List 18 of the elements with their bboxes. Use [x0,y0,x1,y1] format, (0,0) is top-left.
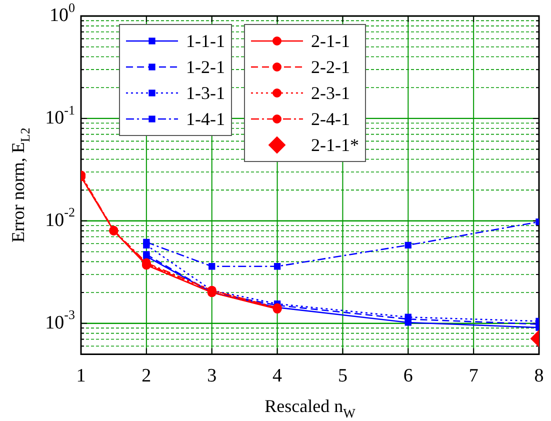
legend-label: 1-3-1 [186,82,225,104]
x-tick-label: 8 [534,366,544,387]
legend-label: 1-4-1 [186,108,225,130]
x-tick-label: 1 [76,366,86,387]
y-axis-title: Error norm, EL2 [8,128,32,243]
x-tick-label: 3 [207,366,217,387]
x-tick-label: 5 [338,366,348,387]
legend-label: 1-2-1 [186,56,225,78]
legend-label: 1-1-1 [186,30,225,52]
legend-label: 2-1-1 [311,30,350,52]
x-tick-label: 4 [272,366,283,387]
legend-label: 2-4-1 [311,108,350,130]
legend-label: 2-3-1 [311,82,350,104]
x-tick-label: 2 [142,366,152,387]
x-tick-label: 6 [403,366,413,387]
legend-label: 2-1-1* [311,134,359,156]
legend-label: 2-2-1 [311,56,350,78]
x-tick-label: 7 [468,366,478,387]
